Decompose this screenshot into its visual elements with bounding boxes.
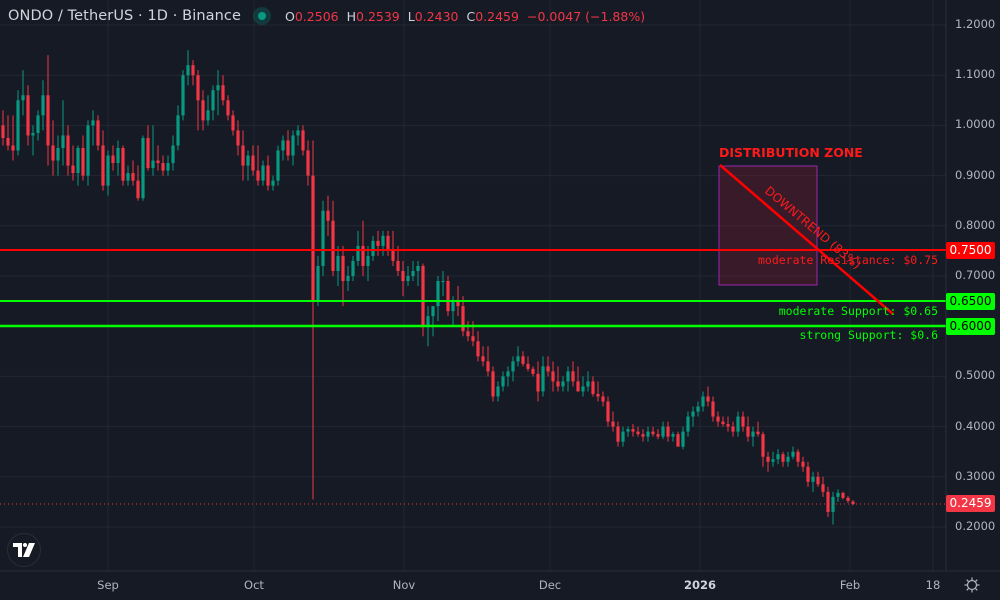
price-tick-label: 0.4000	[955, 418, 996, 433]
time-tick-label: Oct	[244, 578, 264, 592]
time-tick-label: Sep	[97, 578, 119, 592]
moderate-support-label: moderate Support: $0.65	[778, 304, 938, 318]
strong-support-label: strong Support: $0.6	[799, 328, 938, 342]
time-tick-label: Feb	[839, 578, 861, 592]
price-tick-label: 1.2000	[955, 17, 996, 31]
time-tick-label: Dec	[538, 578, 562, 592]
close-key: C	[466, 8, 476, 24]
low-key: L	[407, 8, 415, 24]
market-open-status-icon	[253, 7, 272, 25]
settings-gear-icon[interactable]	[964, 577, 980, 593]
grid-lines	[0, 0, 946, 571]
price-tick-label: 0.7000	[955, 268, 996, 282]
distribution-zone-box[interactable]	[718, 165, 818, 286]
tradingview-logo[interactable]	[7, 533, 41, 567]
resistance-price-badge: 0.7500	[946, 242, 995, 259]
candlestick-series	[1, 50, 855, 525]
tradingview-logo-icon	[13, 543, 35, 557]
change-value: −0.0047 (−1.88%)	[526, 8, 646, 24]
price-tick-label: 0.8000	[955, 217, 996, 232]
symbol-title[interactable]: ONDO / TetherUS · 1D · Binance	[8, 8, 242, 24]
price-tick-label: 1.1000	[955, 67, 996, 82]
low-value: 0.2430	[414, 8, 459, 24]
open-key: O	[285, 8, 295, 24]
last-price-badge: 0.2459	[946, 495, 995, 512]
ohlc-values: O0.2506 H0.2539 L0.2430 C0.2459 −0.0047 …	[285, 9, 645, 24]
resistance-label: moderate Resistance: $0.75	[757, 253, 938, 267]
strong-support-price-badge: 0.6000	[946, 318, 995, 335]
price-tick-label: 0.2000	[955, 519, 996, 533]
open-value: 0.2506	[294, 8, 339, 24]
time-tick-label: Nov	[392, 578, 416, 592]
high-key: H	[346, 8, 357, 24]
price-tick-label: 0.9000	[955, 167, 996, 182]
price-tick-label: 0.3000	[955, 468, 996, 483]
close-value: 0.2459	[475, 8, 519, 24]
downtrend-line[interactable]	[719, 164, 894, 315]
distribution-zone-title: DISTRIBUTION ZONE	[719, 145, 863, 160]
high-value: 0.2539	[356, 8, 400, 24]
chart-header: ONDO / TetherUS · 1D · Binance O0.2506 H…	[8, 6, 645, 26]
time-tick-label: 2026	[683, 578, 717, 592]
price-tick-label: 1.0000	[955, 117, 996, 132]
moderate-support-price-badge: 0.6500	[946, 293, 995, 310]
price-tick-label: 0.5000	[955, 368, 996, 383]
time-tick-label: 18	[925, 578, 941, 592]
